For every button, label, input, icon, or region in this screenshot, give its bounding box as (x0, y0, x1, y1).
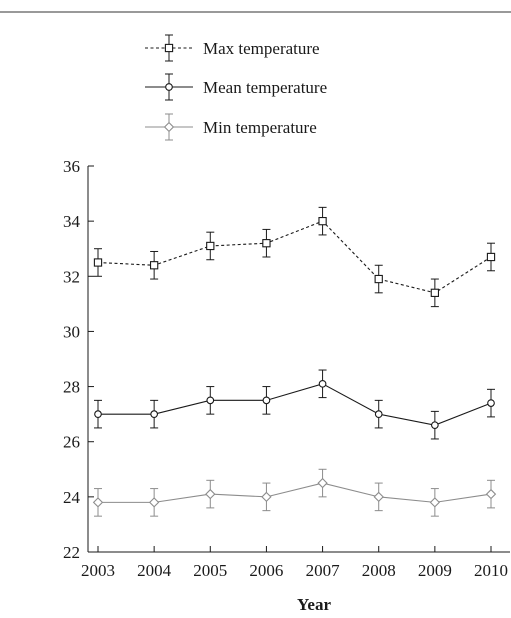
x-tick-label: 2006 (249, 561, 283, 580)
legend-label: Max temperature (203, 39, 320, 58)
data-point (318, 216, 327, 226)
data-point (148, 497, 160, 508)
series-1 (93, 206, 496, 308)
data-point (92, 497, 104, 508)
data-point (374, 410, 383, 418)
y-tick-label: 28 (63, 378, 80, 397)
y-tick-label: 32 (63, 267, 80, 286)
data-point (205, 488, 216, 500)
x-tick-label: 2010 (474, 561, 508, 580)
x-tick-label: 2009 (418, 561, 452, 580)
legend-item-1: Max temperature (145, 34, 320, 62)
y-tick-label: 34 (63, 212, 81, 231)
data-point (373, 491, 384, 503)
x-tick-label: 2003 (81, 561, 115, 580)
data-point (150, 410, 158, 418)
x-tick-label: 2007 (306, 561, 341, 580)
data-point (429, 497, 441, 508)
series-layer (92, 206, 497, 517)
series-2 (94, 369, 495, 440)
data-point (485, 488, 497, 500)
legend-item-2: Mean temperature (145, 73, 327, 101)
data-point (93, 258, 103, 267)
legend-marker (165, 83, 173, 91)
legend-label: Mean temperature (203, 78, 327, 97)
y-tick-label: 36 (63, 157, 80, 176)
data-point (431, 421, 439, 430)
data-point (318, 379, 327, 388)
y-tick-label: 30 (63, 322, 80, 341)
legend-item-3: Min temperature (145, 113, 317, 141)
x-tick-label: 2008 (362, 561, 396, 580)
series-line (98, 383, 492, 426)
data-point (486, 252, 496, 262)
x-tick-label: 2005 (193, 561, 227, 580)
legend-marker (164, 43, 174, 53)
y-tick-label: 22 (63, 543, 80, 562)
data-point (317, 477, 328, 489)
data-point (261, 491, 272, 503)
x-tick-label: 2004 (137, 561, 172, 580)
y-tick-label: 26 (63, 433, 80, 452)
data-point (262, 239, 271, 248)
data-point (206, 396, 215, 405)
data-point (94, 410, 102, 418)
legend: Max temperature Mean temperature Min tempe… (145, 34, 327, 141)
y-tick-label: 24 (63, 488, 81, 507)
series-line (97, 220, 492, 294)
data-point (149, 261, 159, 270)
x-axis-title: Year (297, 595, 331, 614)
data-point (206, 241, 215, 251)
series-line (98, 482, 492, 503)
data-point (262, 396, 271, 405)
data-point (487, 399, 495, 407)
legend-label: Min temperature (203, 118, 317, 137)
legend-marker (163, 121, 175, 133)
data-point (374, 274, 383, 284)
series-3 (92, 468, 497, 517)
data-point (430, 288, 440, 297)
axes: 22 24 26 28 30 32 34 36 2003 2004 2005 2006 2007 2008… (63, 157, 510, 580)
